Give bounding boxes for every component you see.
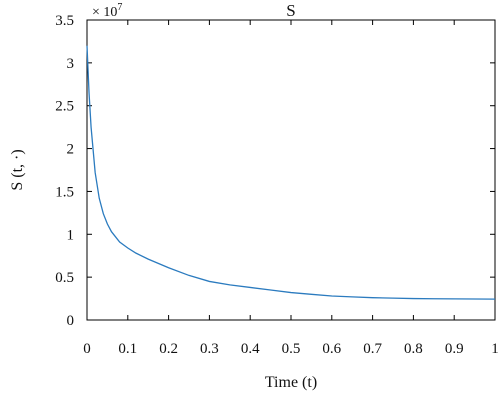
x-tick-label: 0.2 — [159, 341, 178, 357]
y-exponent-label: × 107 — [92, 2, 122, 20]
chart-title: S — [286, 1, 295, 20]
y-tick-label: 1.5 — [55, 184, 74, 200]
y-tick-label: 2.5 — [55, 99, 74, 115]
y-tick-label: 2 — [67, 142, 75, 158]
y-tick-label: 3.5 — [55, 13, 74, 29]
x-tick-label: 0.7 — [363, 341, 382, 357]
y-axis-ticks: 0 0.5 1 1.5 2 2.5 3 3.5 — [55, 13, 495, 329]
y-tick-label: 1 — [67, 227, 75, 243]
x-axis-label: Time (t) — [265, 374, 317, 391]
y-tick-label: 0 — [67, 313, 75, 329]
x-axis-ticks: 0 0.1 0.2 0.3 0.4 0.5 0.6 0.7 0.8 0.9 1 — [83, 20, 499, 357]
x-tick-label: 0 — [83, 341, 91, 357]
x-tick-label: 0.3 — [200, 341, 219, 357]
series-line — [86, 45, 496, 300]
y-axis-label: S (t, ·) — [9, 149, 26, 190]
plot-area-frame — [86, 19, 496, 321]
x-tick-label: 0.1 — [118, 341, 137, 357]
x-tick-label: 1 — [491, 341, 499, 357]
x-tick-label: 0.4 — [241, 341, 260, 357]
x-tick-label: 0.8 — [404, 341, 423, 357]
x-tick-label: 0.5 — [282, 341, 301, 357]
y-tick-label: 3 — [67, 56, 75, 72]
y-tick-label: 0.5 — [55, 270, 74, 286]
x-tick-label: 0.6 — [322, 341, 341, 357]
x-tick-label: 0.9 — [445, 341, 464, 357]
